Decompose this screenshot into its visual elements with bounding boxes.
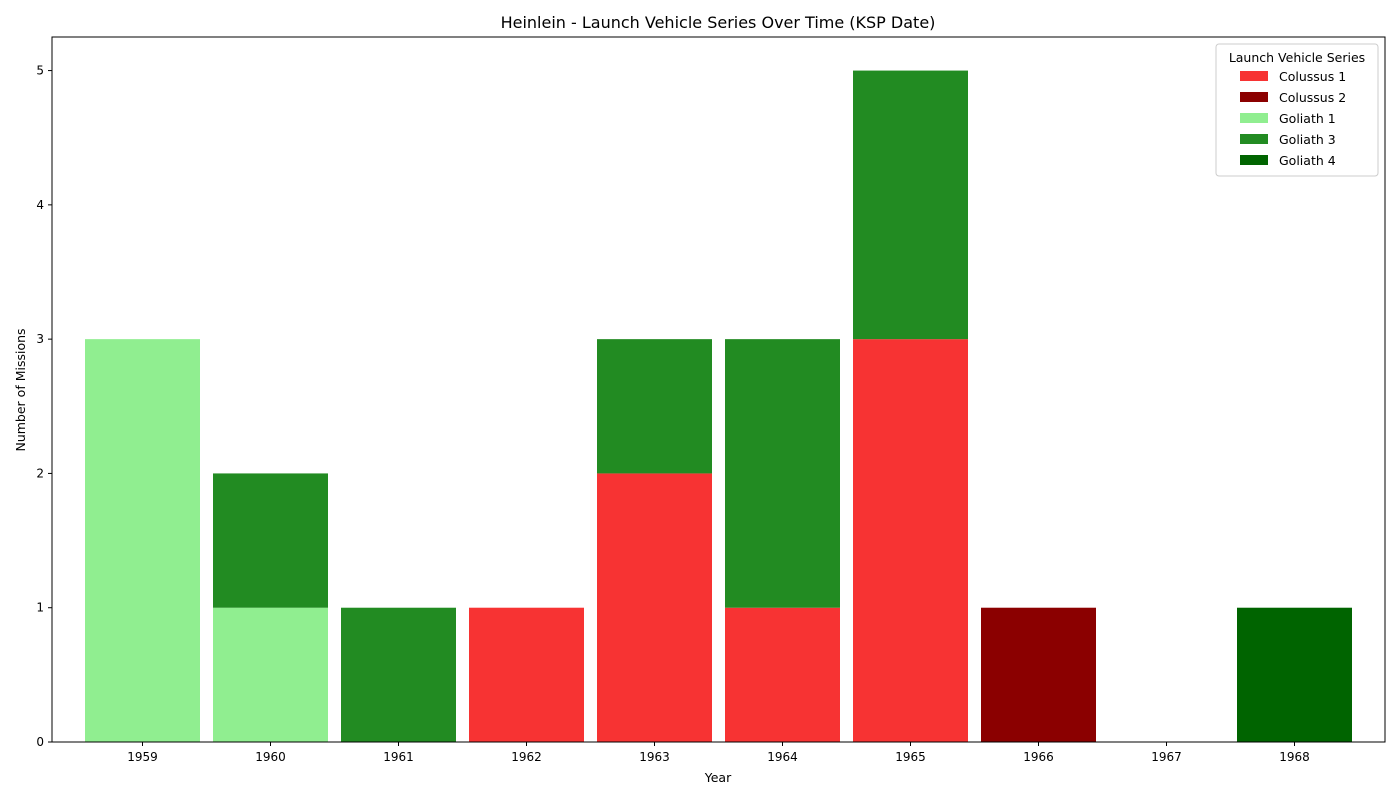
y-axis-ticks: 0 1 2 3 4 5	[36, 64, 52, 749]
x-tick-label: 1967	[1151, 750, 1182, 764]
legend-swatch	[1240, 113, 1268, 123]
bar-goliath-3-1963	[597, 339, 712, 474]
x-tick-label: 1965	[895, 750, 926, 764]
bar-colussus-2-1966	[981, 607, 1096, 742]
legend-label: Goliath 4	[1279, 153, 1336, 168]
legend-items: Colussus 1 Colussus 2 Goliath 1 Goliath 3 Go…	[1240, 69, 1346, 168]
legend-swatch	[1240, 92, 1268, 102]
legend-swatch	[1240, 155, 1268, 165]
bar-goliath-3-1961	[341, 607, 456, 742]
x-axis-label: Year	[704, 770, 732, 785]
x-tick-label: 1961	[383, 750, 414, 764]
bar-goliath-1-1960	[213, 607, 328, 742]
bar-colussus-1-1965	[853, 339, 968, 742]
plot-frame	[51, 36, 1386, 743]
x-tick-label: 1962	[511, 750, 542, 764]
x-tick-label: 1959	[127, 750, 158, 764]
x-axis-ticks: 1959 1960 1961 1962 1963 1964 1965 1966 1967 1968	[127, 742, 1310, 764]
y-tick-label: 1	[36, 601, 44, 615]
x-tick-label: 1966	[1023, 750, 1054, 764]
y-axis-label: Number of Missions	[13, 328, 28, 451]
y-tick-label: 4	[36, 198, 44, 212]
bars-group	[85, 70, 1352, 742]
bar-goliath-4-1968	[1237, 607, 1352, 742]
legend-label: Colussus 1	[1279, 69, 1346, 84]
x-tick-label: 1963	[639, 750, 670, 764]
legend-swatch	[1240, 71, 1268, 81]
bar-goliath-3-1964	[725, 339, 840, 608]
bar-colussus-1-1962	[469, 607, 584, 742]
legend-swatch	[1240, 134, 1268, 144]
legend-label: Colussus 2	[1279, 90, 1346, 105]
legend-label: Goliath 1	[1279, 111, 1336, 126]
x-tick-label: 1960	[255, 750, 286, 764]
bar-colussus-1-1964	[725, 607, 840, 742]
y-tick-label: 0	[36, 735, 44, 749]
legend-label: Goliath 3	[1279, 132, 1336, 147]
legend-title: Launch Vehicle Series	[1229, 50, 1365, 65]
x-tick-label: 1964	[767, 750, 798, 764]
bar-goliath-1-1959	[85, 339, 200, 742]
bar-goliath-3-1960	[213, 473, 328, 608]
y-tick-label: 2	[36, 466, 44, 480]
bar-colussus-1-1963	[597, 473, 712, 742]
x-tick-label: 1968	[1279, 750, 1310, 764]
y-tick-label: 5	[36, 64, 44, 78]
legend: Launch Vehicle Series Colussus 1Colussus…	[1215, 43, 1379, 177]
chart-title: Heinlein - Launch Vehicle Series Over Ti…	[501, 13, 936, 32]
bar-goliath-3-1965	[853, 70, 968, 340]
y-tick-label: 3	[36, 332, 44, 346]
